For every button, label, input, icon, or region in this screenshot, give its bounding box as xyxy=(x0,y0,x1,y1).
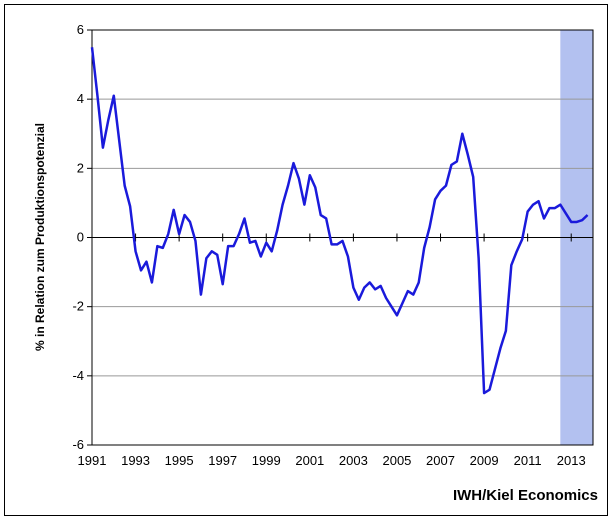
y-tick-label: 0 xyxy=(77,230,84,245)
x-tick-label: 2009 xyxy=(470,453,499,468)
y-axis-label: % in Relation zum Produktionspotenzial xyxy=(33,123,47,351)
x-tick-label: 2007 xyxy=(426,453,455,468)
y-tick-label: -6 xyxy=(72,437,84,452)
y-tick-label: 6 xyxy=(77,22,84,37)
x-tick-label: 1997 xyxy=(208,453,237,468)
x-tick-label: 1991 xyxy=(78,453,107,468)
x-tick-label: 1999 xyxy=(252,453,281,468)
x-tick-label: 2011 xyxy=(514,453,542,468)
data-line xyxy=(90,47,589,395)
x-tick-label: 2001 xyxy=(295,453,324,468)
x-tick-label: 2013 xyxy=(557,453,586,468)
x-tick-label: 2003 xyxy=(339,453,368,468)
y-tick-label: 2 xyxy=(77,160,84,175)
x-tick-label: 1993 xyxy=(121,453,150,468)
y-tick-label: -4 xyxy=(72,368,84,383)
x-tick-label: 2005 xyxy=(382,453,411,468)
y-tick-label: -2 xyxy=(72,299,84,314)
frame xyxy=(4,4,608,516)
x-tick-label: 1995 xyxy=(165,453,194,468)
y-tick-label: 4 xyxy=(77,91,84,106)
source: IWH/Kiel Economics xyxy=(453,487,598,504)
